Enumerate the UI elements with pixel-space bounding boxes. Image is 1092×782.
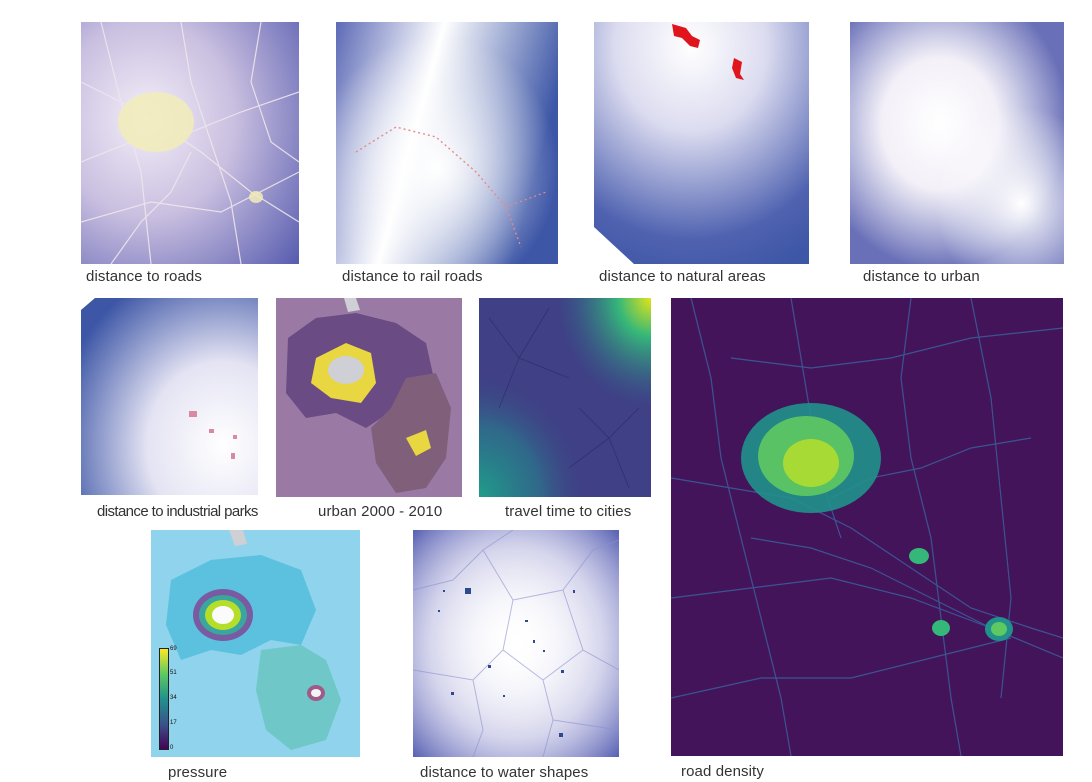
pressure-legend-colorbar — [159, 648, 169, 750]
caption-distance-to-rail-roads: distance to rail roads — [342, 268, 483, 285]
caption-travel-time-to-cities: travel time to cities — [505, 503, 631, 520]
urban-2000-2010-map — [276, 298, 462, 497]
legend-tick: 69 — [170, 646, 177, 652]
road-density-map — [671, 298, 1063, 756]
caption-distance-to-roads: distance to roads — [86, 268, 202, 285]
caption-pressure: pressure — [168, 764, 227, 781]
distance-to-urban-map — [850, 22, 1064, 264]
legend-tick: 0 — [170, 745, 173, 751]
caption-road-density: road density — [681, 763, 764, 780]
caption-urban-2000-2010: urban 2000 - 2010 — [318, 503, 442, 520]
distance-to-roads-map — [81, 22, 299, 264]
distance-to-water-shapes-map — [413, 530, 619, 757]
legend-tick: 34 — [170, 695, 177, 701]
caption-distance-to-industrial-parks: distance to industrial parks — [97, 503, 258, 520]
distance-to-natural-areas-map — [594, 22, 809, 264]
legend-tick: 51 — [170, 670, 177, 676]
pressure-legend: 69 51 34 17 0 — [159, 648, 183, 751]
caption-distance-to-natural-areas: distance to natural areas — [599, 268, 766, 285]
distance-to-rail-roads-map — [336, 22, 558, 264]
legend-tick: 17 — [170, 720, 177, 726]
caption-distance-to-urban: distance to urban — [863, 268, 980, 285]
distance-to-industrial-parks-map — [81, 298, 258, 495]
travel-time-to-cities-map — [479, 298, 651, 497]
caption-distance-to-water-shapes: distance to water shapes — [420, 764, 588, 781]
